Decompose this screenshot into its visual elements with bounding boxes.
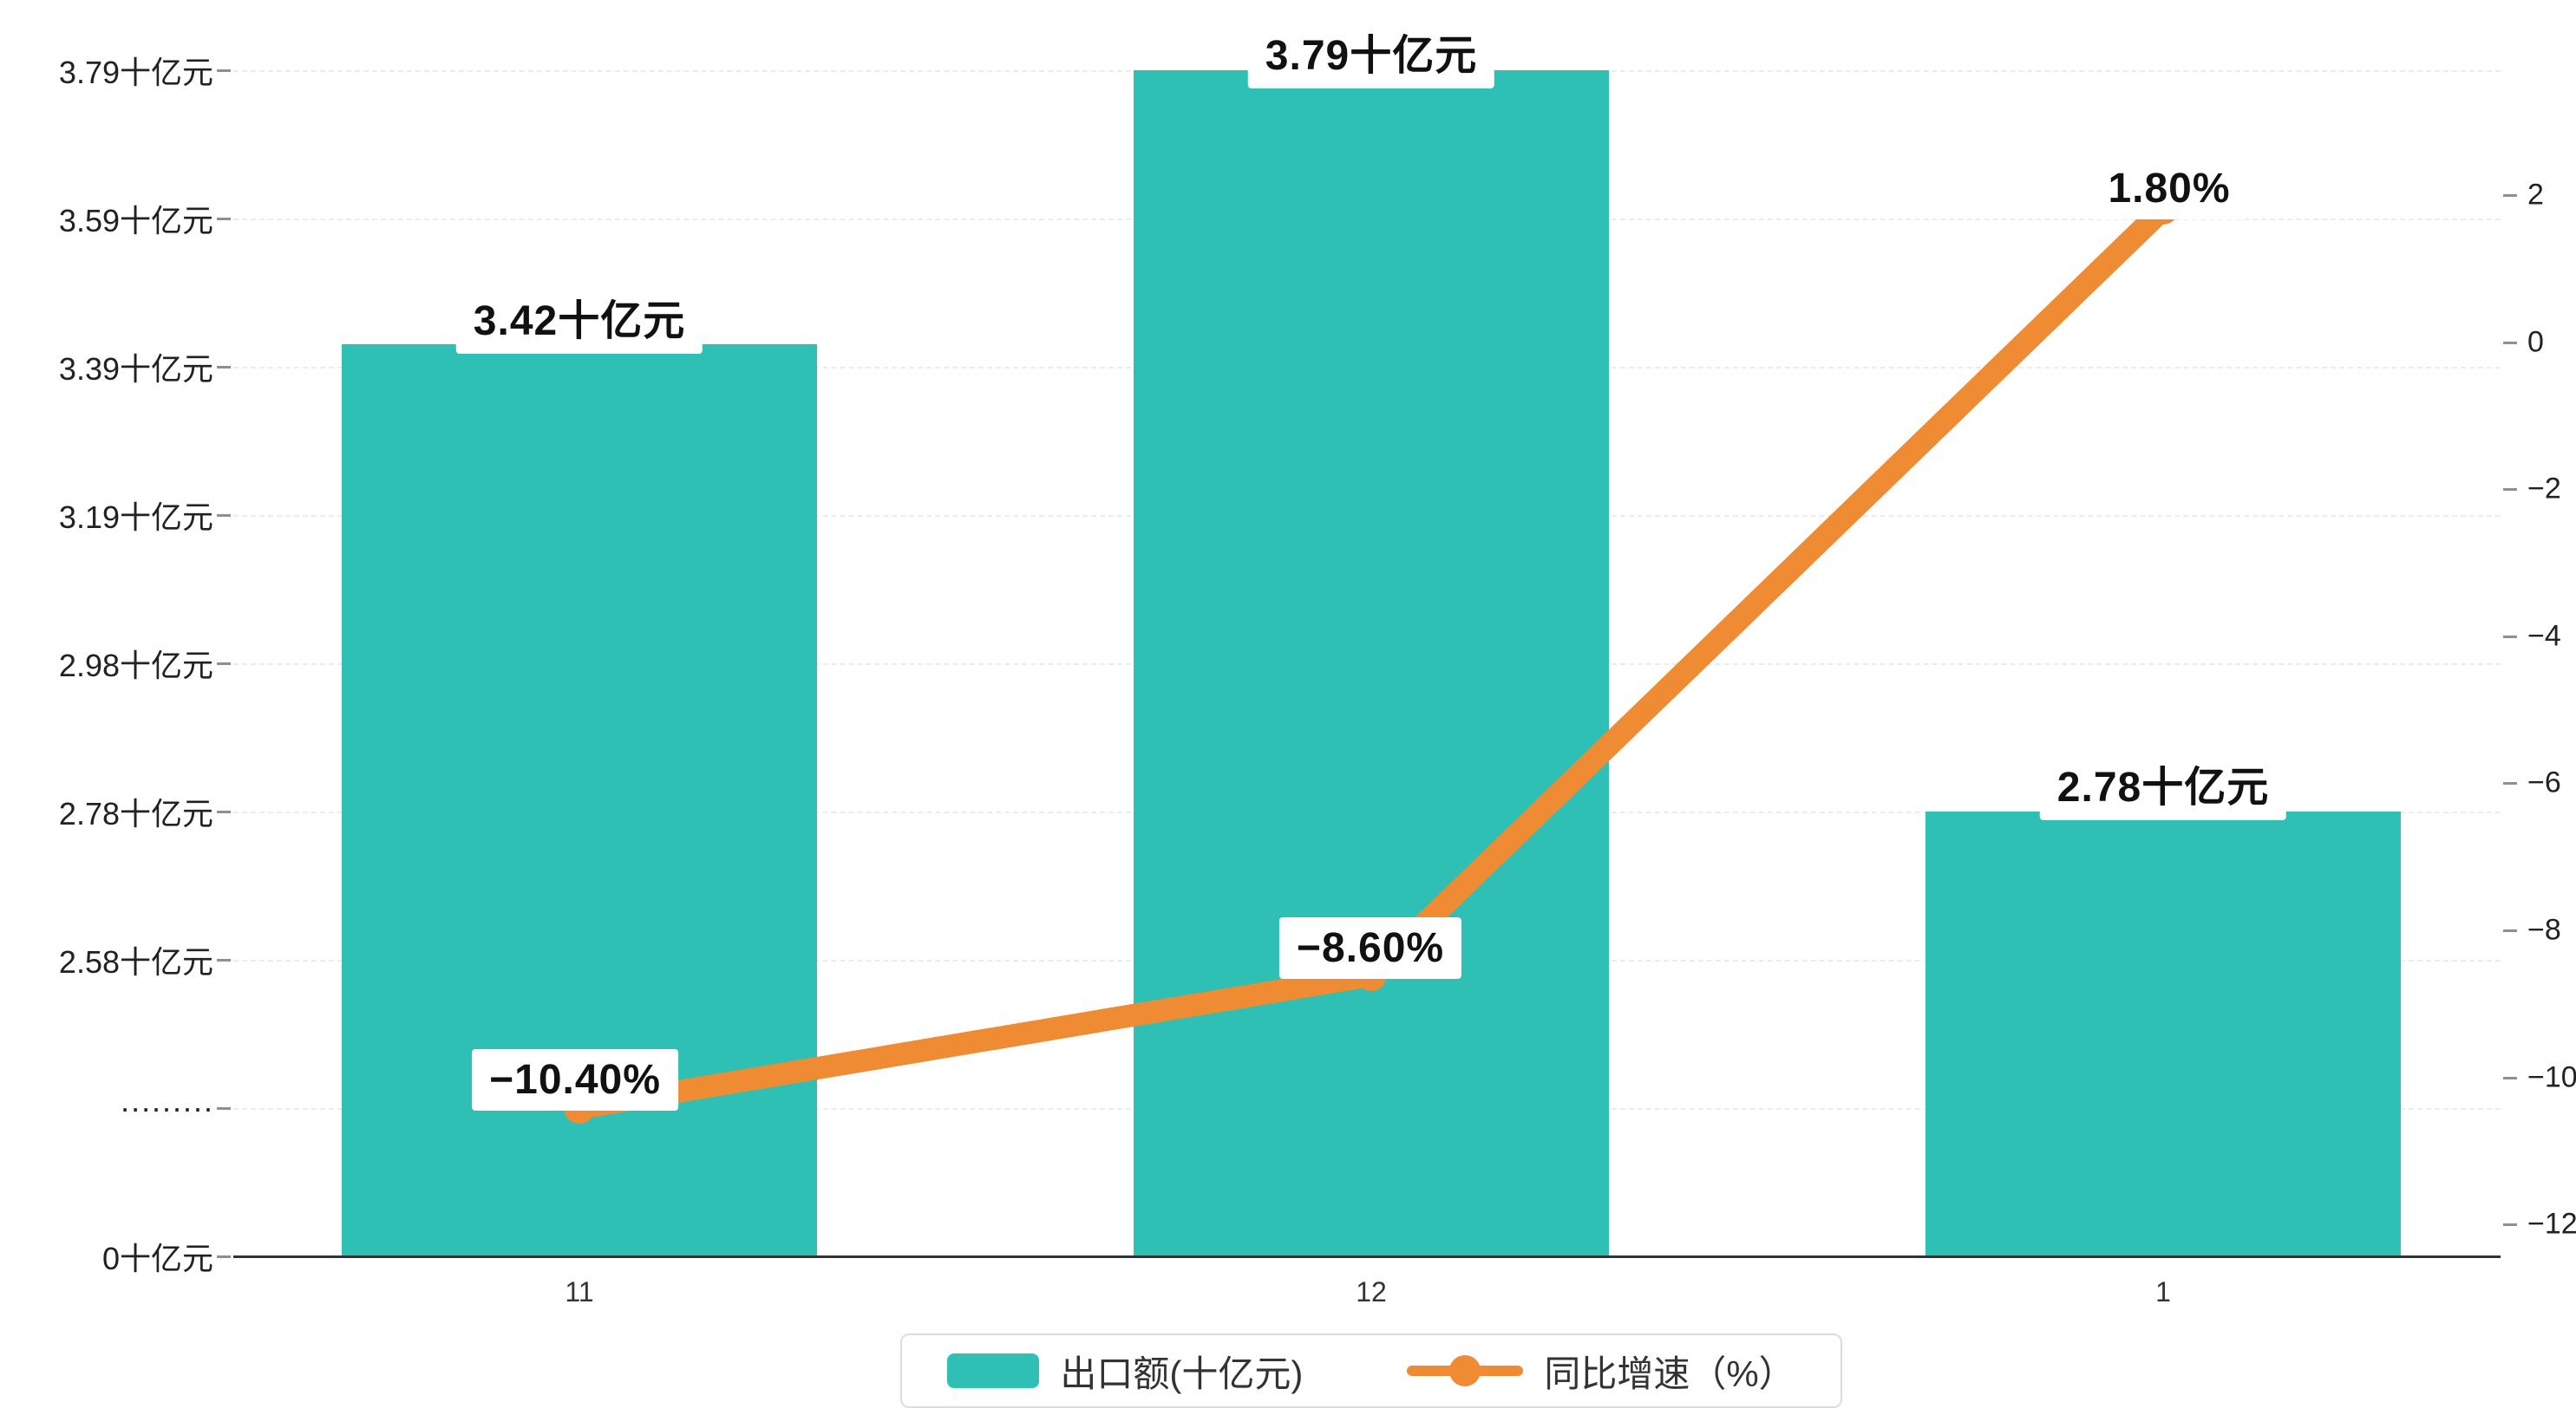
right-axis-tick-label: −12 [2527, 1207, 2576, 1241]
right-tick-mark [2503, 929, 2517, 932]
right-tick-mark [2503, 636, 2517, 638]
left-tick-mark [217, 218, 231, 220]
x-axis-tick-label: 12 [1356, 1276, 1387, 1307]
right-axis-tick-label: −2 [2527, 472, 2561, 505]
line-value-label: −8.60% [1278, 917, 1462, 979]
legend-item-growth[interactable]: 同比增速（%） [1407, 1345, 1795, 1398]
right-tick-mark [2503, 194, 2517, 197]
left-tick-mark [217, 69, 231, 72]
left-axis-break-label: ········· [120, 1090, 213, 1125]
right-tick-mark [2503, 782, 2517, 785]
bar-value-label: 3.79十亿元 [1247, 14, 1495, 88]
right-tick-mark [2503, 1077, 2517, 1079]
right-axis-tick-label: −4 [2527, 619, 2561, 653]
bar-month-12[interactable] [1134, 70, 1609, 1256]
left-tick-mark [217, 1255, 231, 1258]
left-tick-mark [217, 366, 231, 368]
line-value-label: −10.40% [472, 1049, 678, 1111]
left-tick-mark [217, 1107, 231, 1110]
legend: 出口额(十亿元) 同比增速（%） [900, 1333, 1842, 1408]
x-axis-tick-label: 1 [2155, 1276, 2171, 1307]
line-swatch-dot [1449, 1355, 1481, 1386]
left-axis-tick-label: 3.59十亿元 [58, 203, 213, 238]
left-axis-tick-label: 2.58十亿元 [58, 944, 213, 980]
left-axis-tick-label: 3.19十亿元 [58, 499, 213, 535]
legend-item-export[interactable]: 出口额(十亿元) [947, 1345, 1303, 1398]
x-axis-line [233, 1255, 2501, 1258]
x-axis-tick-label: 11 [565, 1276, 594, 1307]
bar-month-1[interactable] [1925, 812, 2401, 1256]
left-tick-mark [217, 811, 231, 813]
left-axis-tick-label: 3.39十亿元 [58, 351, 213, 387]
right-axis-tick-label: −6 [2527, 766, 2561, 799]
right-axis-tick-label: −8 [2527, 913, 2561, 947]
left-axis-tick-label: 2.98十亿元 [58, 648, 213, 683]
right-axis-tick-label: 2 [2527, 178, 2544, 212]
right-tick-mark [2503, 342, 2517, 344]
left-tick-mark [217, 959, 231, 962]
right-tick-mark [2503, 488, 2517, 491]
left-tick-mark [217, 514, 231, 517]
legend-label-export: 出口额(十亿元) [1060, 1353, 1304, 1394]
line-dot-swatch-icon [1407, 1353, 1524, 1388]
line-value-label: 1.80% [2090, 158, 2248, 219]
left-axis-tick-label: 3.79十亿元 [58, 55, 213, 90]
bar-value-label: 2.78十亿元 [2039, 746, 2287, 820]
right-tick-mark [2503, 1223, 2517, 1226]
legend-label-growth: 同比增速（%） [1544, 1353, 1795, 1394]
right-axis-tick-label: −10 [2527, 1060, 2576, 1094]
right-axis-tick-label: 0 [2527, 325, 2544, 359]
bar-value-label: 3.42十亿元 [455, 279, 703, 354]
left-axis-tick-label: 0十亿元 [101, 1241, 213, 1276]
left-axis-tick-label: 2.78十亿元 [58, 796, 213, 831]
bar-swatch-icon [947, 1353, 1040, 1388]
left-tick-mark [217, 662, 231, 665]
